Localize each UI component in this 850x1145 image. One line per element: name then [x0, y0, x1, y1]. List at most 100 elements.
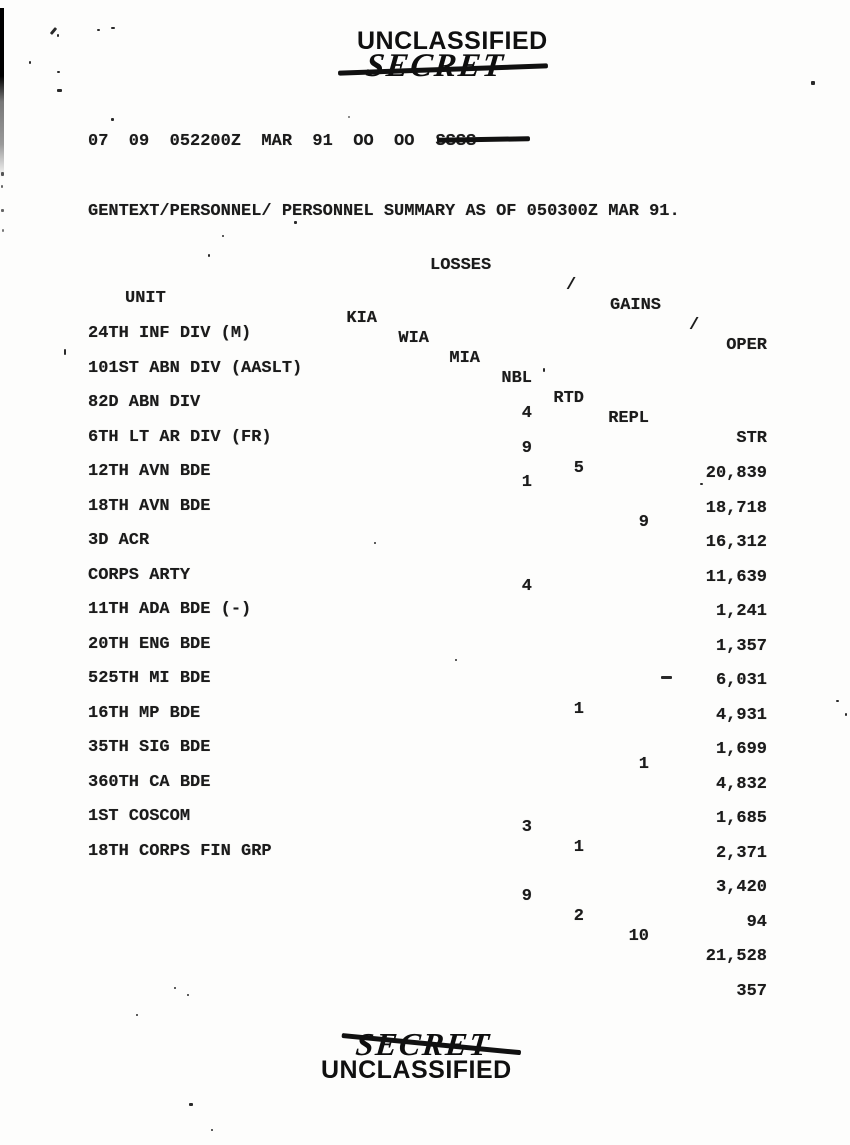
scan-artifact-dot	[222, 235, 224, 237]
cell-unit: 18TH AVN BDE	[88, 496, 211, 516]
column-header-row: UNIT KIA WIA MIA NBL RTD REPL STR	[0, 269, 850, 448]
scan-artifact-dot	[455, 659, 457, 661]
cell-str: 2,371	[715, 843, 767, 863]
unit-row: 1ST COSCOM 9 2 10 21,528	[0, 787, 850, 966]
group-header-gains: GAINS	[610, 296, 662, 315]
unit-row: 82D ABN DIV 1 9 16,312	[0, 373, 850, 552]
cell-unit: 3D ACR	[88, 531, 150, 550]
group-header-losses: LOSSES	[430, 256, 492, 275]
cell-str: 6,031	[715, 671, 767, 690]
unit-rows: 24TH INF DIV (M) 4 20,839 101ST ABN DIV …	[0, 304, 850, 1001]
cell-str: 357	[736, 981, 767, 1001]
unit-row: 101ST ABN DIV (AASLT) 9 5 18,718	[0, 339, 850, 518]
scan-artifact-dot	[543, 368, 545, 372]
cell-rtd: 2	[573, 907, 584, 926]
scan-artifact-dot	[294, 221, 297, 224]
group-header-oper: OPER	[726, 336, 767, 355]
cell-str: 4,931	[715, 705, 767, 725]
message-header-line: 07 09 052200Z MAR 91 OO OOSSSS	[88, 132, 476, 152]
column-header-repl: REPL	[608, 409, 649, 428]
scan-artifact-dot	[1, 185, 3, 188]
table-group-header: LOSSES / GAINS / OPER	[0, 236, 850, 355]
cell-str: 11,639	[705, 567, 767, 587]
scan-artifact-dot	[845, 713, 847, 716]
scan-artifact-dot	[1, 172, 4, 176]
cell-unit: 20TH ENG BDE	[88, 634, 211, 654]
cell-unit: 101ST ABN DIV (AASLT)	[88, 358, 303, 378]
scan-artifact-dot	[208, 254, 210, 257]
cell-rtd: 1	[573, 838, 584, 857]
column-header-str: STR	[736, 429, 767, 448]
cell-str: 4,832	[715, 774, 767, 794]
scan-artifact-dot	[189, 1103, 193, 1106]
column-header-nbl: NBL	[501, 369, 532, 388]
group-header-slash-1: /	[566, 276, 577, 295]
cell-nbl: 3	[521, 818, 532, 837]
scan-artifact-dot	[111, 118, 114, 121]
unit-row: 3D ACR 6,031	[0, 511, 850, 690]
scan-artifact-dot	[64, 349, 66, 355]
cell-unit: 525TH MI BDE	[88, 669, 211, 688]
gentext-line: GENTEXT/PERSONNEL/ PERSONNEL SUMMARY AS …	[88, 202, 680, 221]
cell-str: 1,699	[715, 740, 767, 759]
cell-unit: 12TH AVN BDE	[88, 462, 211, 481]
scan-artifact-dot	[700, 483, 703, 485]
cell-str: 1,357	[715, 636, 767, 656]
top-unclassified-banner: UNCLASSIFIED	[357, 27, 548, 55]
column-header-kia: KIA	[346, 309, 377, 328]
cell-str: 16,312	[705, 533, 767, 552]
unit-row: 12TH AVN BDE 1,241	[0, 442, 850, 621]
cell-unit: 360TH CA BDE	[88, 772, 211, 792]
unit-row: 6TH LT AR DIV (FR) 11,639	[0, 408, 850, 587]
cell-nbl: 4	[521, 576, 532, 596]
cell-nbl: 1	[521, 473, 532, 492]
scan-artifact-dot	[811, 81, 815, 85]
unit-row: 18TH CORPS FIN GRP 357	[0, 822, 850, 1001]
scan-artifact-dot	[29, 61, 31, 64]
cell-unit: 35TH SIG BDE	[88, 738, 211, 757]
cell-nbl: 4	[521, 404, 532, 423]
cell-unit: 11TH ADA BDE (-)	[88, 600, 252, 619]
unit-row: 360TH CA BDE 94	[0, 753, 850, 932]
scan-artifact-dash	[661, 676, 672, 679]
cell-repl: 10	[628, 927, 649, 946]
cell-repl: 9	[638, 513, 649, 532]
cell-rtd: 1	[573, 700, 584, 719]
unit-row: 24TH INF DIV (M) 4 20,839	[0, 304, 850, 483]
column-header-rtd: RTD	[553, 389, 584, 408]
column-header-unit: UNIT	[125, 289, 166, 308]
cell-unit: CORPS ARTY	[88, 565, 191, 585]
scan-artifact-dot	[57, 71, 60, 73]
scan-artifact-dot	[174, 987, 176, 989]
unit-row: 16TH MP BDE 2,371	[0, 684, 850, 863]
unit-row: 18TH AVN BDE 4 1,357	[0, 477, 850, 656]
scan-artifact-dot	[2, 229, 4, 232]
unit-row: 525TH MI BDE 1,685	[0, 649, 850, 828]
unit-row: 11TH ADA BDE (-) 1 1,699	[0, 580, 850, 759]
cell-unit: 24TH INF DIV (M)	[88, 324, 252, 343]
cell-nbl: 9	[521, 438, 532, 458]
scan-artifact-dot	[57, 89, 62, 92]
routing-code-strikethrough	[436, 136, 531, 143]
column-header-wia: WIA	[398, 329, 429, 348]
scan-artifact-dot	[836, 700, 839, 702]
cell-unit: 18TH CORPS FIN GRP	[88, 841, 272, 861]
unit-row: 20TH ENG BDE 1 4,832	[0, 615, 850, 794]
scan-artifact-dot	[211, 1129, 213, 1131]
scan-artifact-dot	[374, 542, 376, 544]
scan-artifact-dot	[57, 34, 59, 37]
cell-str: 94	[746, 912, 767, 932]
cell-nbl: 9	[521, 887, 532, 906]
cell-str: 20,839	[705, 464, 767, 483]
group-header-slash-2: /	[689, 316, 700, 335]
cell-unit: 16TH MP BDE	[88, 703, 201, 723]
cell-str: 1,241	[715, 602, 767, 621]
unit-row: 35TH SIG BDE 3 1 3,420	[0, 718, 850, 897]
scan-artifact-dot	[187, 994, 189, 996]
scan-artifact-dot	[348, 116, 350, 118]
cell-unit: 82D ABN DIV	[88, 393, 201, 412]
message-header-text: 07 09 052200Z MAR 91 OO OO	[88, 132, 415, 151]
cell-rtd: 5	[573, 458, 584, 478]
column-header-mia: MIA	[449, 349, 480, 368]
